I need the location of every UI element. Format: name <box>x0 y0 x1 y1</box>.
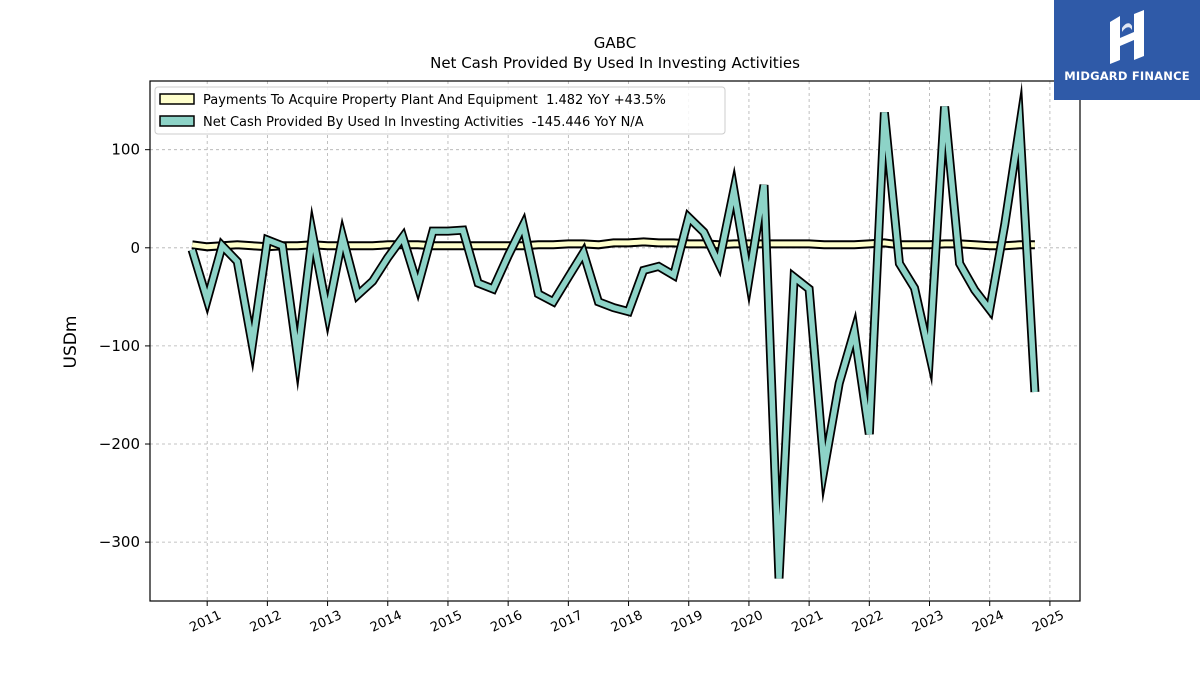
y-axis-label: USDm <box>61 316 81 369</box>
x-tick-label: 2022 <box>850 608 886 636</box>
y-tick-label: −200 <box>99 435 140 453</box>
logo-text: MIDGARD FINANCE <box>1064 69 1190 83</box>
series-outline-1 <box>187 81 1040 579</box>
x-axis: 2011 2012 2013 2014 2015 2016 2017 2018 2019 2020… <box>188 601 1067 636</box>
logo-mark-icon <box>1110 10 1144 64</box>
x-tick-label: 2020 <box>729 608 765 636</box>
x-tick-label: 2019 <box>669 608 705 636</box>
x-tick-label: 2021 <box>789 608 825 636</box>
x-tick-label: 2018 <box>609 608 645 636</box>
legend-label-investing: Net Cash Provided By Used In Investing A… <box>203 115 644 130</box>
x-tick-label: 2013 <box>308 608 344 636</box>
legend: Payments To Acquire Property Plant And E… <box>154 86 726 135</box>
y-tick-label: 0 <box>130 239 140 257</box>
legend-swatch-capex <box>159 93 195 105</box>
x-tick-label: 2011 <box>188 608 224 636</box>
legend-swatch-investing <box>159 115 195 127</box>
series-line-1 <box>189 98 1038 579</box>
series-group <box>187 81 1040 579</box>
y-axis: 100 0 −100 −200 −300 <box>99 141 150 551</box>
chart-title: GABC <box>594 34 636 52</box>
x-tick-label: 2016 <box>489 608 525 636</box>
plot-frame <box>149 80 1081 602</box>
chart-subtitle: Net Cash Provided By Used In Investing A… <box>430 54 800 72</box>
legend-box <box>154 86 726 135</box>
x-tick-label: 2014 <box>368 608 404 636</box>
x-tick-label: 2015 <box>428 608 464 636</box>
x-tick-label: 2025 <box>1030 608 1066 636</box>
y-tick-label: −100 <box>99 337 140 355</box>
y-tick-label: −300 <box>99 533 140 551</box>
x-tick-label: 2023 <box>910 608 946 636</box>
legend-label-capex: Payments To Acquire Property Plant And E… <box>203 93 666 108</box>
x-tick-label: 2012 <box>248 608 284 636</box>
x-tick-label: 2024 <box>970 608 1006 636</box>
y-tick-label: 100 <box>111 141 140 159</box>
x-tick-label: 2017 <box>549 608 585 636</box>
brand-logo: MIDGARD FINANCE <box>1054 0 1200 100</box>
